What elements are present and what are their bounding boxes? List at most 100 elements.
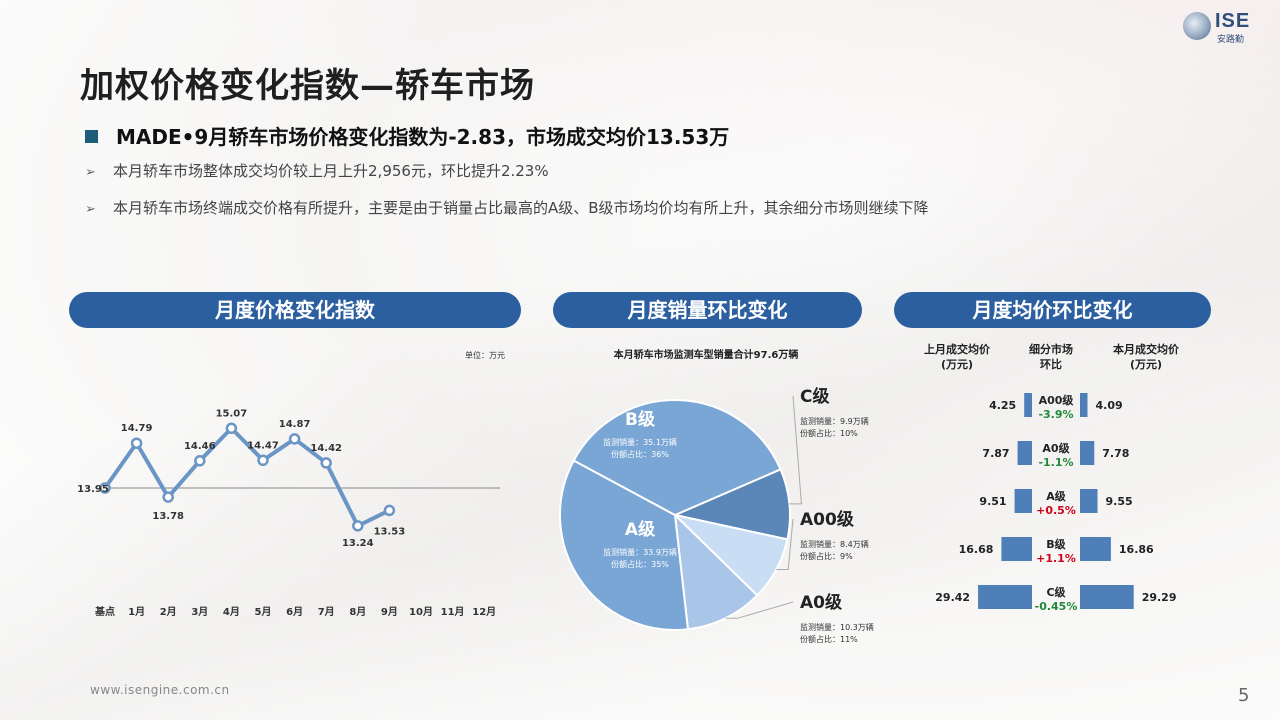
page-title: 加权价格变化指数—轿车市场: [80, 66, 535, 106]
slice-name-label: A0级: [800, 592, 842, 613]
prev-price-bar: [1017, 441, 1032, 465]
x-tick-label: 11月: [441, 606, 465, 618]
slice-sales-label: 监测销量：35.1万辆: [603, 437, 677, 447]
segment-label: A00级: [1039, 393, 1075, 407]
unit-label: 单位：万元: [465, 350, 505, 360]
data-label: 14.42: [310, 443, 342, 454]
data-label: 15.07: [216, 408, 248, 419]
curr-price-bar: [1080, 441, 1095, 465]
data-point: [225, 422, 238, 435]
header-curr-price-line2: (万元): [1130, 358, 1162, 371]
slice-sales-label: 监测销量：33.9万辆: [603, 547, 677, 557]
segment-change-label: +1.1%: [1036, 552, 1076, 565]
x-tick-label: 10月: [409, 606, 433, 618]
slice-share-label: 份额占比：9%: [800, 551, 853, 561]
curr-price-bar: [1080, 489, 1098, 513]
prev-price-label: 4.25: [989, 399, 1016, 412]
segment-label: C级: [1046, 585, 1066, 599]
x-tick-label: 基点: [94, 605, 115, 618]
slice-name-label: A00级: [800, 509, 854, 530]
slice-name-label: A级: [625, 519, 655, 540]
footer-url: www.isengine.com.cn: [90, 683, 230, 697]
curr-price-label: 9.55: [1106, 495, 1133, 508]
callout-leader-line: [776, 518, 794, 570]
bullet-text: 本月轿车市场整体成交均价较上月上升2,956元，环比提升2.23%: [113, 162, 549, 180]
slice-sales-label: 监测销量：8.4万辆: [800, 539, 869, 549]
x-tick-label: 12月: [472, 606, 496, 618]
header-segment-change: 细分市场: [1029, 342, 1073, 356]
data-point: [99, 482, 111, 494]
data-point: [194, 455, 206, 467]
segment-label: A级: [1046, 489, 1067, 503]
x-tick-label: 9月: [381, 606, 398, 618]
logo-text: ISE: [1215, 10, 1251, 32]
headline: MADE•9月轿车市场价格变化指数为-2.83，市场成交均价13.53万: [85, 121, 729, 150]
arrow-bullet-icon: ➢: [85, 202, 96, 217]
panel-title-sales-change: 月度销量环比变化: [553, 292, 862, 328]
curr-price-bar: [1080, 393, 1088, 417]
curr-price-label: 29.29: [1142, 591, 1177, 604]
x-tick-label: 8月: [349, 606, 366, 618]
callout-leader-line: [725, 601, 794, 619]
arrow-bullet-icon: ➢: [85, 165, 96, 180]
ise-logo: ISE 安路勤: [1183, 10, 1253, 45]
x-tick-label: 1月: [128, 606, 145, 618]
curr-price-label: 7.78: [1102, 447, 1129, 460]
header-prev-price-line2: (万元): [941, 358, 973, 371]
pie-slice: [572, 399, 782, 517]
curr-price-label: 16.86: [1119, 543, 1154, 556]
page-number: 5: [1238, 685, 1250, 706]
x-tick-label: 2月: [160, 606, 177, 618]
headline-text: MADE•9月轿车市场价格变化指数为-2.83，市场成交均价13.53万: [116, 125, 730, 149]
slice-sales-label: 监测销量：10.3万辆: [800, 622, 874, 632]
header-segment-change-line2: 环比: [1040, 357, 1062, 371]
bullet-text: 本月轿车市场终端成交价格有所提升，主要是由于销量占比最高的A级、B级市场均价均有…: [113, 199, 929, 217]
logo-globe-icon: [1183, 12, 1211, 40]
pie-slice: [559, 459, 690, 631]
data-label: 14.46: [184, 441, 216, 452]
panel-title-avgprice-change: 月度均价环比变化: [894, 292, 1211, 328]
callout-leader-line: [789, 395, 802, 505]
header-prev-price: 上月成交均价: [924, 342, 991, 356]
data-point: [162, 491, 174, 503]
sales-pie-chart: 本月轿车市场监测车型销量合计97.6万辆 A级监测销量：33.9万辆份额占比：3…: [559, 348, 874, 644]
price-index-line-chart: 单位：万元 基点 1月 2月 3月 4月 5月 6月 7月 8月 9月 10月 11月 12月 13.9…: [77, 350, 505, 618]
prev-price-label: 16.68: [959, 543, 994, 556]
data-point: [288, 433, 301, 445]
prev-price-bar: [1001, 537, 1032, 561]
segment-change-label: -0.45%: [1035, 600, 1078, 613]
slice-share-label: 份额占比：10%: [800, 428, 858, 438]
panel-title-price-index: 月度价格变化指数: [69, 292, 521, 328]
curr-price-bar: [1080, 585, 1134, 609]
data-point: [383, 504, 396, 517]
data-label: 14.79: [121, 423, 153, 434]
logo-subtext: 安路勤: [1217, 35, 1245, 45]
square-bullet-icon: [85, 130, 98, 143]
data-point: [257, 454, 269, 467]
prev-price-label: 7.87: [982, 447, 1009, 460]
data-label: 13.78: [152, 511, 184, 522]
x-tick-label: 4月: [223, 606, 240, 618]
x-tick-label: 5月: [255, 606, 272, 618]
pie-slice: [671, 468, 791, 541]
slice-name-label: B级: [625, 409, 655, 430]
slice-share-label: 份额占比：36%: [611, 449, 669, 459]
data-label: 13.53: [374, 526, 406, 537]
data-point: [352, 520, 364, 532]
pie-slice: [673, 512, 759, 631]
slice-sales-label: 监测销量：9.9万辆: [800, 416, 869, 426]
bullet-1: ➢ 本月轿车市场整体成交均价较上月上升2,956元，环比提升2.23%: [85, 160, 549, 181]
data-point: [130, 437, 143, 449]
bullet-2: ➢ 本月轿车市场终端成交价格有所提升，主要是由于销量占比最高的A级、B级市场均价均…: [85, 197, 929, 218]
slice-share-label: 份额占比：11%: [800, 634, 858, 644]
curr-price-bar: [1080, 537, 1111, 561]
segment-label: B级: [1046, 537, 1066, 551]
segment-change-label: +0.5%: [1036, 504, 1076, 517]
x-tick-label: 6月: [286, 606, 303, 618]
prev-price-bar: [1014, 489, 1032, 513]
segment-label: A0级: [1042, 441, 1070, 455]
data-label: 14.87: [279, 419, 311, 430]
series-line: [103, 426, 391, 528]
data-label: 14.47: [247, 440, 279, 451]
